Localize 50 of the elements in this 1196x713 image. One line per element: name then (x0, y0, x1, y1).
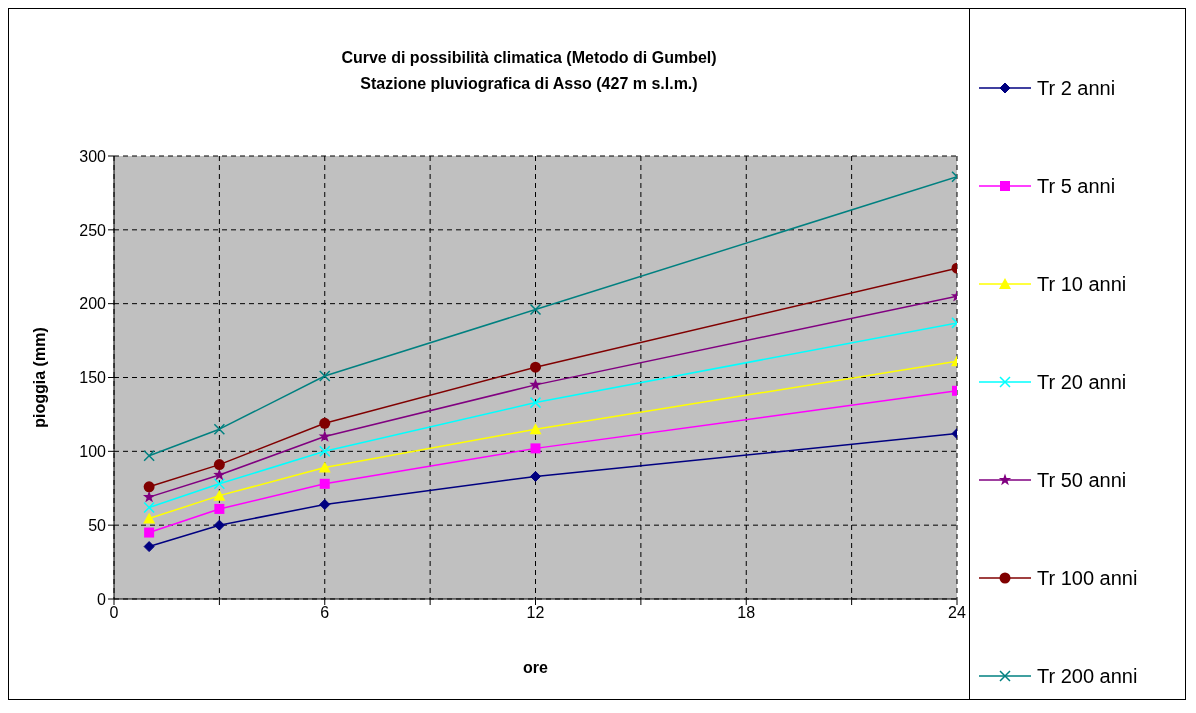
point (213, 489, 226, 501)
legend-label: Tr 10 anni (1037, 272, 1127, 296)
point (143, 450, 155, 462)
point (530, 470, 541, 482)
point (530, 443, 541, 454)
point (143, 541, 155, 553)
x-tick-label: 0 (109, 604, 119, 622)
y-axis-title: pioggia (mm) (30, 327, 48, 428)
point (529, 303, 542, 316)
legend-label: Tr 5 anni (1037, 174, 1116, 198)
legend-label: Tr 2 anni (1037, 76, 1116, 100)
point (143, 481, 155, 493)
chart-subtitle: Stazione pluviografica di Asso (427 m s.l.m.) (359, 74, 699, 94)
point (529, 378, 542, 391)
x-tick-label: 6 (320, 604, 330, 622)
point (319, 498, 331, 510)
point (319, 370, 331, 382)
chart-title: Curve di possibilità climatica (Metodo di Gumbel) (340, 48, 718, 68)
x-tick-label: 18 (737, 604, 756, 622)
point (213, 423, 226, 435)
legend-label: Tr 200 anni (1037, 664, 1138, 688)
point (319, 417, 331, 429)
point (529, 396, 542, 409)
y-tick-label: 250 (79, 221, 107, 239)
x-axis-title: ore (523, 659, 549, 676)
point (143, 512, 156, 524)
point (319, 445, 331, 458)
legend-label: Tr 50 anni (1037, 468, 1127, 492)
point (143, 501, 155, 514)
point (530, 361, 541, 373)
point (213, 478, 226, 490)
y-tick-label: 300 (79, 147, 107, 165)
point (214, 503, 225, 514)
point (318, 430, 331, 442)
x-tick-label: 24 (948, 604, 966, 622)
point (213, 459, 225, 471)
point (529, 423, 542, 435)
y-tick-label: 200 (79, 295, 107, 313)
legend-label: Tr 100 anni (1037, 566, 1138, 590)
point (142, 490, 156, 503)
y-tick-label: 50 (88, 516, 107, 534)
y-tick-label: 150 (79, 369, 107, 387)
point (144, 527, 155, 538)
point (318, 461, 331, 473)
legend-label: Tr 20 anni (1037, 370, 1127, 394)
y-tick-label: 0 (97, 590, 107, 608)
point (213, 519, 225, 531)
x-tick-label: 12 (526, 604, 545, 622)
point (319, 478, 330, 489)
y-tick-label: 100 (79, 443, 107, 461)
